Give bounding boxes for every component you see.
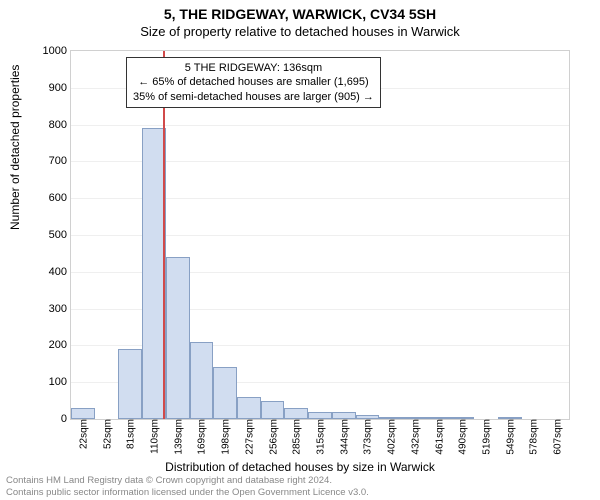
x-tick-label: 607sqm (551, 419, 564, 455)
x-tick-label: 373sqm (361, 419, 374, 455)
x-tick-label: 256sqm (266, 419, 279, 455)
footer-line1: Contains HM Land Registry data © Crown c… (6, 475, 369, 486)
x-tick-label: 198sqm (219, 419, 232, 455)
histogram-bar (71, 408, 95, 419)
x-tick-label: 81sqm (124, 419, 137, 449)
grid-line (71, 125, 569, 126)
chart-plot-area: 0100200300400500600700800900100022sqm52s… (70, 50, 570, 420)
histogram-bar (284, 408, 308, 419)
x-tick-label: 549sqm (503, 419, 516, 455)
y-tick-label: 800 (49, 119, 71, 131)
x-tick-label: 110sqm (148, 419, 161, 454)
y-tick-label: 700 (49, 155, 71, 167)
annotation-box: 5 THE RIDGEWAY: 136sqm← 65% of detached … (126, 57, 381, 108)
histogram-bar (261, 401, 285, 419)
y-tick-label: 400 (49, 266, 71, 278)
histogram-bar (190, 342, 214, 419)
x-tick-label: 285sqm (290, 419, 303, 455)
y-tick-label: 0 (61, 413, 71, 425)
annotation-line2: ← 65% of detached houses are smaller (1,… (133, 75, 374, 89)
footer-line2: Contains public sector information licen… (6, 487, 369, 498)
y-tick-label: 200 (49, 339, 71, 351)
x-tick-label: 519sqm (480, 419, 493, 455)
histogram-bar (332, 412, 356, 419)
histogram-bar (142, 128, 166, 419)
x-tick-label: 315sqm (314, 419, 327, 455)
y-tick-label: 300 (49, 303, 71, 315)
x-axis-label: Distribution of detached houses by size … (0, 460, 600, 474)
x-tick-label: 52sqm (100, 419, 113, 449)
x-tick-label: 490sqm (456, 419, 469, 455)
y-tick-label: 900 (49, 82, 71, 94)
x-tick-label: 139sqm (171, 419, 184, 455)
x-tick-label: 169sqm (195, 419, 208, 455)
x-tick-label: 344sqm (337, 419, 350, 455)
histogram-bar (118, 349, 142, 419)
y-axis-label: Number of detached properties (8, 65, 22, 230)
y-tick-label: 100 (49, 376, 71, 388)
histogram-bar (308, 412, 332, 419)
annotation-line1: 5 THE RIDGEWAY: 136sqm (133, 61, 374, 75)
x-tick-label: 227sqm (242, 419, 255, 455)
y-tick-label: 600 (49, 192, 71, 204)
x-tick-label: 22sqm (76, 419, 89, 449)
x-tick-label: 432sqm (408, 419, 421, 455)
chart-subtitle: Size of property relative to detached ho… (0, 22, 600, 39)
chart-title: 5, THE RIDGEWAY, WARWICK, CV34 5SH (0, 0, 600, 22)
y-tick-label: 500 (49, 229, 71, 241)
x-tick-label: 461sqm (432, 419, 445, 455)
x-tick-label: 578sqm (527, 419, 540, 455)
histogram-bar (166, 257, 190, 419)
histogram-bar (213, 367, 237, 419)
histogram-bar (237, 397, 261, 419)
x-tick-label: 402sqm (385, 419, 398, 455)
footer-attribution: Contains HM Land Registry data © Crown c… (6, 475, 369, 498)
y-tick-label: 1000 (43, 45, 71, 57)
annotation-line3: 35% of semi-detached houses are larger (… (133, 90, 374, 104)
